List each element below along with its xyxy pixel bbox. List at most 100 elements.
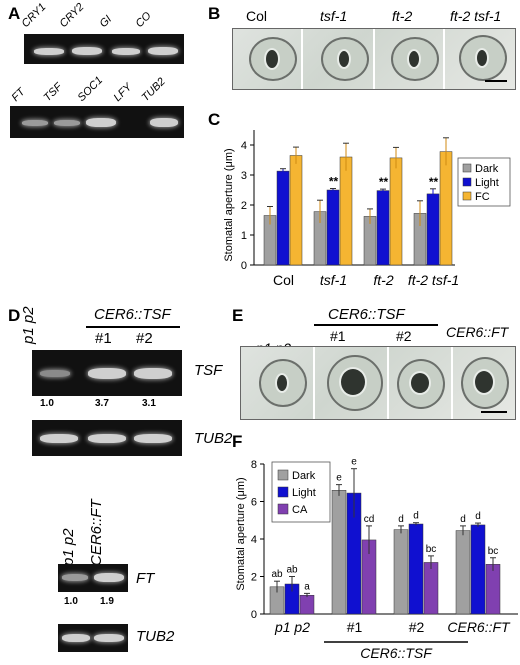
group-label: CER6::TSF: [328, 306, 405, 323]
bar-ca: [485, 564, 501, 615]
lane-label: p1 p2: [60, 528, 77, 566]
stat-letter: e: [351, 457, 357, 468]
x-tick-label: #1: [347, 619, 363, 635]
scale-bar: [485, 80, 507, 82]
stat-letter: a: [304, 581, 310, 592]
panel-label-c: C: [208, 110, 221, 129]
bar-fc: [289, 155, 303, 266]
lane-label: CRY2: [57, 1, 87, 30]
panel-label-f: F: [232, 432, 243, 451]
gel-band: [62, 574, 88, 581]
micrograph-title: Col: [246, 8, 268, 24]
lane-label: LFY: [111, 81, 135, 104]
divider: [373, 29, 375, 89]
y-tick-label: 4: [251, 534, 257, 546]
gel-band: [34, 48, 64, 55]
stat-letter: ab: [286, 565, 298, 576]
x-tick-label: CER6::FT: [447, 619, 511, 635]
expression-value: 1.0: [40, 398, 54, 409]
stomatal-pore: [409, 371, 431, 395]
gel-ft: [58, 564, 128, 592]
y-tick-label: 0: [251, 609, 257, 621]
gel-band: [72, 47, 102, 55]
stat-letter: d: [398, 514, 404, 525]
legend-label: FC: [475, 191, 490, 203]
gel-band: [54, 120, 80, 126]
stomatal-pore: [339, 367, 367, 397]
x-tick-label: ft-2: [373, 272, 393, 288]
legend-swatch-dark: [277, 469, 289, 481]
divider: [443, 29, 445, 89]
group-label: CER6::TSF: [360, 645, 433, 661]
bar-light: [376, 190, 390, 266]
divider: [451, 347, 453, 419]
gel-tsf: [32, 350, 182, 396]
y-tick-label: 3: [241, 170, 247, 182]
lane-label: #1: [95, 330, 112, 347]
legend-swatch-ca: [277, 503, 289, 515]
gel-tub2-b: [58, 624, 128, 652]
gel-a2: [10, 106, 184, 138]
bar-light: [426, 193, 440, 266]
y-tick-label: 8: [251, 459, 257, 471]
bar-fc: [389, 157, 403, 266]
chart-c: Stomatal aperture (μm) 0 1 2 3 4 Col ** tsf-1 *…: [223, 130, 511, 288]
group-bracket: [86, 326, 180, 328]
bar-ca: [299, 595, 315, 615]
bar-light: [326, 189, 340, 266]
stat-letter: ab: [271, 569, 283, 580]
legend-swatch-light: [462, 177, 472, 187]
stat-letter: d: [413, 511, 419, 522]
gel-band: [150, 118, 178, 127]
panel-label-d: D: [8, 306, 21, 325]
y-axis-label: Stomatal aperture (μm): [223, 148, 235, 261]
gel-band: [62, 634, 90, 642]
lane-label: p1 p2: [20, 306, 37, 344]
gel-band: [134, 434, 172, 443]
lane-label: SOC1: [75, 74, 106, 104]
legend-swatch-light: [277, 486, 289, 498]
stomatal-pore: [475, 48, 489, 68]
gel-band: [40, 370, 70, 377]
legend-label: Light: [475, 177, 499, 189]
gene-label: FT: [136, 570, 155, 587]
gel-band: [40, 434, 78, 443]
legend: Dark Light FC: [457, 157, 511, 207]
gel-band: [112, 48, 140, 55]
scale-bar: [481, 411, 507, 413]
legend-label: Dark: [475, 163, 499, 175]
y-tick-label: 6: [251, 497, 257, 509]
lane-label: GI: [97, 13, 115, 31]
legend-swatch-fc: [462, 191, 472, 201]
divider: [313, 347, 315, 419]
x-tick-label: #2: [409, 619, 425, 635]
legend-label: CA: [292, 504, 308, 516]
stat-letter: bc: [488, 546, 499, 557]
expression-value: 1.9: [100, 596, 114, 607]
lane-label: #2: [136, 330, 153, 347]
group-label: CER6::TSF: [94, 306, 171, 323]
y-tick-label: 1: [241, 230, 247, 242]
micrograph-title: #1: [330, 328, 346, 344]
stat-letter: cd: [364, 514, 375, 525]
gel-band: [86, 118, 116, 127]
lane-label: CER6::FT: [88, 499, 105, 566]
legend-swatch-dark: [462, 163, 472, 173]
gel-band: [94, 634, 124, 642]
panel-label-b: B: [208, 4, 221, 23]
legend: Dark Light CA: [271, 461, 331, 523]
divider: [301, 29, 303, 89]
micrograph-title: tsf-1: [320, 8, 348, 24]
y-tick-label: 0: [241, 260, 247, 272]
legend-label: Dark: [292, 470, 316, 482]
micrograph-title: ft-2 tsf-1: [450, 8, 502, 24]
gene-label: TSF: [194, 362, 223, 379]
bar-dark: [393, 529, 409, 615]
lane-label: FT: [9, 86, 28, 104]
bar-dark: [331, 490, 347, 615]
panel-label-a: A: [8, 4, 21, 23]
bar-light: [470, 524, 486, 615]
micrograph-title: ft-2: [392, 8, 413, 24]
lane-label: TUB2: [139, 75, 168, 104]
gel-a1: [24, 34, 184, 64]
